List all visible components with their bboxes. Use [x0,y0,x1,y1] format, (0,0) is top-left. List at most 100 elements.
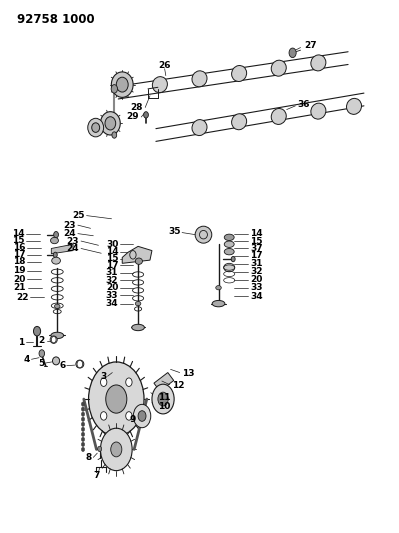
Text: 6: 6 [59,361,65,370]
Text: 29: 29 [126,112,139,122]
Text: 1: 1 [18,338,24,347]
Ellipse shape [216,286,221,290]
Polygon shape [154,373,174,391]
Ellipse shape [50,336,57,343]
Text: 20: 20 [250,275,263,284]
Polygon shape [51,244,73,254]
Text: 9: 9 [130,415,136,424]
Ellipse shape [101,112,120,135]
Ellipse shape [311,55,326,71]
Text: 27: 27 [304,42,317,51]
Circle shape [101,428,132,471]
Circle shape [126,411,132,420]
Ellipse shape [231,66,247,82]
Text: 17: 17 [106,261,118,270]
Text: 20: 20 [13,274,25,284]
Text: 33: 33 [250,283,263,292]
Ellipse shape [88,118,104,137]
Ellipse shape [346,99,361,115]
Ellipse shape [116,77,128,92]
Text: 24: 24 [63,229,76,238]
Ellipse shape [311,103,326,119]
Circle shape [81,432,85,437]
Ellipse shape [192,71,207,87]
Circle shape [81,407,85,411]
Text: 26: 26 [158,61,171,69]
Circle shape [126,378,132,386]
Circle shape [81,422,85,426]
Text: 5: 5 [38,359,44,367]
Ellipse shape [105,117,116,130]
Ellipse shape [152,77,168,93]
Circle shape [133,405,151,427]
Text: 28: 28 [131,103,143,112]
Circle shape [81,402,85,406]
Ellipse shape [135,258,142,264]
Text: 17: 17 [250,252,263,261]
Circle shape [81,437,85,441]
Circle shape [101,411,107,420]
Text: 3: 3 [100,372,107,381]
Circle shape [111,442,122,457]
Text: 36: 36 [298,100,310,109]
Ellipse shape [111,72,133,98]
Text: 31: 31 [106,268,118,277]
Text: 14: 14 [106,247,118,256]
Text: 32: 32 [106,276,118,285]
Text: 15: 15 [12,236,24,245]
Ellipse shape [92,123,100,132]
Ellipse shape [271,60,286,76]
Text: 17: 17 [12,251,25,260]
Ellipse shape [76,360,84,368]
Circle shape [81,427,85,431]
Circle shape [39,350,45,357]
Ellipse shape [192,119,207,135]
Circle shape [152,384,174,414]
Text: 34: 34 [106,299,118,308]
Text: 2: 2 [39,336,45,345]
Text: 31: 31 [250,260,263,268]
Circle shape [138,411,146,421]
Circle shape [81,417,85,421]
Text: 23: 23 [63,221,76,230]
Ellipse shape [55,304,60,309]
Circle shape [111,85,117,93]
Circle shape [112,132,117,138]
Ellipse shape [52,257,60,264]
Circle shape [101,378,107,386]
Circle shape [53,252,57,257]
Ellipse shape [51,237,58,244]
Ellipse shape [224,241,234,247]
Polygon shape [122,246,152,263]
Ellipse shape [224,263,235,272]
Text: 92758 1000: 92758 1000 [17,13,95,26]
Text: 8: 8 [85,453,92,462]
Text: 37: 37 [250,244,263,253]
Text: 33: 33 [106,290,118,300]
Text: 14: 14 [12,229,24,238]
Circle shape [158,392,168,406]
Circle shape [34,326,41,336]
Text: 19: 19 [12,266,25,275]
Text: 22: 22 [16,293,28,302]
Text: 18: 18 [13,257,25,266]
Text: 34: 34 [250,292,263,301]
Text: 30: 30 [106,240,118,249]
Circle shape [81,412,85,416]
Text: 7: 7 [93,471,100,480]
Text: 20: 20 [106,283,118,292]
Ellipse shape [132,324,144,330]
Text: 11: 11 [158,393,170,402]
Ellipse shape [51,332,63,338]
Text: 10: 10 [158,402,170,411]
Text: 15: 15 [106,254,118,263]
Text: 25: 25 [72,211,85,220]
Text: 4: 4 [24,355,30,364]
Ellipse shape [231,114,247,130]
Circle shape [77,360,83,368]
Ellipse shape [224,248,234,255]
Text: 15: 15 [250,237,263,246]
Text: 16: 16 [13,244,25,253]
Circle shape [81,447,85,451]
Circle shape [51,336,56,343]
